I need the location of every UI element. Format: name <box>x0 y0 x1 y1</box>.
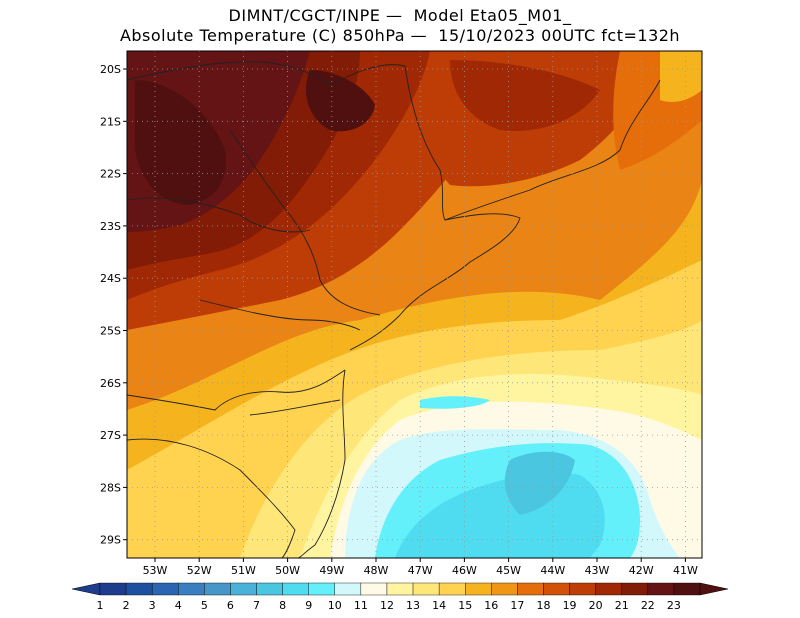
colorbar-over-arrow <box>699 582 729 596</box>
map-title-line2: Absolute Temperature (C) 850hPa — 15/10/… <box>119 26 681 45</box>
longitude-label: 49W <box>319 564 344 577</box>
colorbar-segment <box>99 582 127 596</box>
colorbar-segment <box>621 582 649 596</box>
latitude-label: 22S <box>100 168 121 181</box>
colorbar-segment <box>517 582 544 596</box>
colorbar-under-arrow <box>71 582 101 596</box>
latitude-label: 25S <box>100 325 121 338</box>
colorbar-segment <box>438 582 466 596</box>
colorbar-label: 3 <box>149 599 156 612</box>
colorbar-segment <box>386 582 414 596</box>
longitude-label: 44W <box>540 564 565 577</box>
latitude-label: 21S <box>100 115 121 128</box>
colorbar-label: 23 <box>667 599 681 612</box>
colorbar-label: 17 <box>510 599 524 612</box>
colorbar-segment <box>178 582 205 596</box>
colorbar-label: 11 <box>354 599 368 612</box>
colorbar-label: 1 <box>97 599 104 612</box>
colorbar-label: 10 <box>328 599 342 612</box>
colorbar-label: 5 <box>201 599 208 612</box>
longitude-label: 45W <box>496 564 521 577</box>
colorbar-label: 22 <box>641 599 655 612</box>
longitude-label: 47W <box>408 564 433 577</box>
latitude-label: 27S <box>100 429 121 442</box>
colorbar-segment <box>308 582 335 596</box>
colorbar-label: 6 <box>227 599 234 612</box>
colorbar-label: 13 <box>406 599 420 612</box>
longitude-label: 41W <box>673 564 698 577</box>
colorbar-segment <box>465 582 492 596</box>
colorbar-segment <box>647 582 675 596</box>
longitude-label: 46W <box>452 564 477 577</box>
colorbar: 1 2 3 4 5 6 7 8 9 10 11 12 13 14 15 16 17 18 19 20 21 22 23 <box>71 582 729 612</box>
colorbar-segment <box>673 582 701 596</box>
latitude-label: 24S <box>100 272 121 285</box>
colorbar-label: 21 <box>615 599 629 612</box>
latitude-label: 26S <box>100 377 121 390</box>
colorbar-label: 14 <box>432 599 446 612</box>
colorbar-segment <box>256 582 283 596</box>
longitude-label: 50W <box>275 564 300 577</box>
colorbar-segment <box>412 582 440 596</box>
colorbar-label: 20 <box>589 599 603 612</box>
colorbar-segment <box>204 582 231 596</box>
longitude-label: 48W <box>364 564 389 577</box>
colorbar-segment <box>360 582 388 596</box>
colorbar-label: 19 <box>563 599 577 612</box>
colorbar-label: 15 <box>458 599 472 612</box>
colorbar-label: 12 <box>380 599 394 612</box>
colorbar-segment <box>569 582 596 596</box>
colorbar-segment <box>491 582 518 596</box>
colorbar-label: 8 <box>279 599 286 612</box>
longitude-label: 51W <box>231 564 256 577</box>
colorbar-segment <box>543 582 570 596</box>
colorbar-label: 4 <box>175 599 182 612</box>
colorbar-segment <box>595 582 622 596</box>
latitude-label: 28S <box>100 481 121 494</box>
colorbar-segment <box>125 582 153 596</box>
longitude-label: 43W <box>585 564 610 577</box>
longitude-labels: 53W 52W 51W 50W 49W 48W 47W 46W 45W 44W 43W 42W 41W <box>143 558 698 577</box>
map-title-line1: DIMNT/CGCT/INPE — Model Eta05_M01_ <box>228 6 572 25</box>
colorbar-segment <box>334 582 362 596</box>
colorbar-segment <box>282 582 309 596</box>
longitude-label: 42W <box>629 564 654 577</box>
latitude-label: 23S <box>100 220 121 233</box>
colorbar-label: 7 <box>253 599 260 612</box>
longitude-label: 52W <box>187 564 212 577</box>
colorbar-segment <box>230 582 257 596</box>
latitude-label: 29S <box>100 534 121 547</box>
latitude-label: 20S <box>100 63 121 76</box>
colorbar-label: 18 <box>536 599 550 612</box>
colorbar-segment <box>151 582 179 596</box>
latitude-labels: 20S 21S 22S 23S 24S 25S 26S 27S 28S 29S <box>100 63 127 547</box>
colorbar-label: 9 <box>305 599 312 612</box>
longitude-label: 53W <box>143 564 168 577</box>
colorbar-label: 16 <box>484 599 498 612</box>
colorbar-label: 2 <box>123 599 130 612</box>
